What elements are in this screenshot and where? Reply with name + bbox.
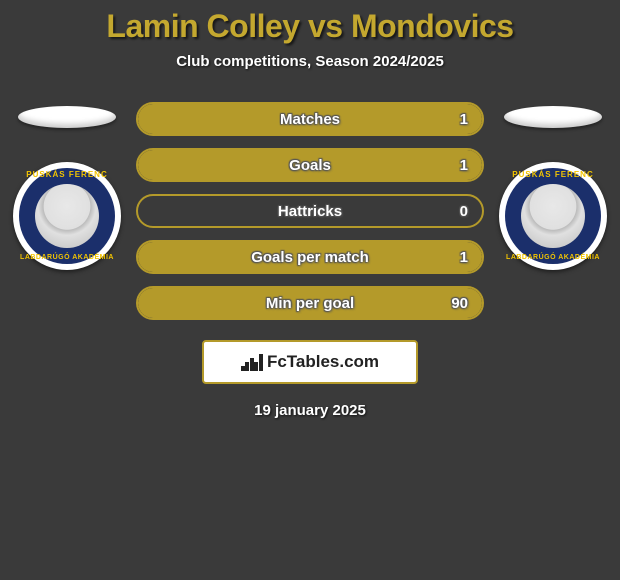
stat-row: Min per goal 90 bbox=[136, 286, 484, 320]
brand-text: FcTables.com bbox=[267, 352, 379, 372]
club-badge-right: PUSKÁS FERENC LABDARÚGÓ AKADÉMIA bbox=[499, 162, 607, 270]
page-subtitle: Club competitions, Season 2024/2025 bbox=[0, 53, 620, 70]
badge-portrait bbox=[521, 184, 585, 248]
stat-label: Hattricks bbox=[278, 203, 342, 220]
stat-right-value: 1 bbox=[460, 157, 468, 174]
stat-row: Goals 1 bbox=[136, 148, 484, 182]
main-row: PUSKÁS FERENC LABDARÚGÓ AKADÉMIA Matches… bbox=[0, 102, 620, 320]
stat-right-value: 1 bbox=[460, 111, 468, 128]
stat-row: Hattricks 0 bbox=[136, 194, 484, 228]
comparison-card: Lamin Colley vs Mondovics Club competiti… bbox=[0, 0, 620, 419]
badge-text-bottom: LABDARÚGÓ AKADÉMIA bbox=[499, 254, 607, 261]
stat-label: Goals per match bbox=[251, 249, 369, 266]
badge-text-top: PUSKÁS FERENC bbox=[499, 170, 607, 179]
snapshot-date: 19 january 2025 bbox=[0, 402, 620, 419]
stat-label: Goals bbox=[289, 157, 331, 174]
stat-row: Matches 1 bbox=[136, 102, 484, 136]
player-left-column: PUSKÁS FERENC LABDARÚGÓ AKADÉMIA bbox=[12, 102, 122, 270]
stat-right-value: 0 bbox=[460, 203, 468, 220]
badge-text-bottom: LABDARÚGÓ AKADÉMIA bbox=[13, 254, 121, 261]
player-right-column: PUSKÁS FERENC LABDARÚGÓ AKADÉMIA bbox=[498, 102, 608, 270]
badge-text-top: PUSKÁS FERENC bbox=[13, 170, 121, 179]
stat-row: Goals per match 1 bbox=[136, 240, 484, 274]
badge-portrait bbox=[35, 184, 99, 248]
player-right-disc bbox=[504, 106, 602, 128]
stat-right-value: 90 bbox=[451, 295, 468, 312]
stat-right-value: 1 bbox=[460, 249, 468, 266]
page-title: Lamin Colley vs Mondovics bbox=[0, 8, 620, 45]
brand-box[interactable]: FcTables.com bbox=[202, 340, 418, 384]
stat-label: Matches bbox=[280, 111, 340, 128]
bar-chart-icon bbox=[241, 353, 263, 371]
stats-column: Matches 1 Goals 1 Hattricks 0 Goals per match 1… bbox=[136, 102, 484, 320]
player-left-disc bbox=[18, 106, 116, 128]
stat-label: Min per goal bbox=[266, 295, 354, 312]
club-badge-left: PUSKÁS FERENC LABDARÚGÓ AKADÉMIA bbox=[13, 162, 121, 270]
